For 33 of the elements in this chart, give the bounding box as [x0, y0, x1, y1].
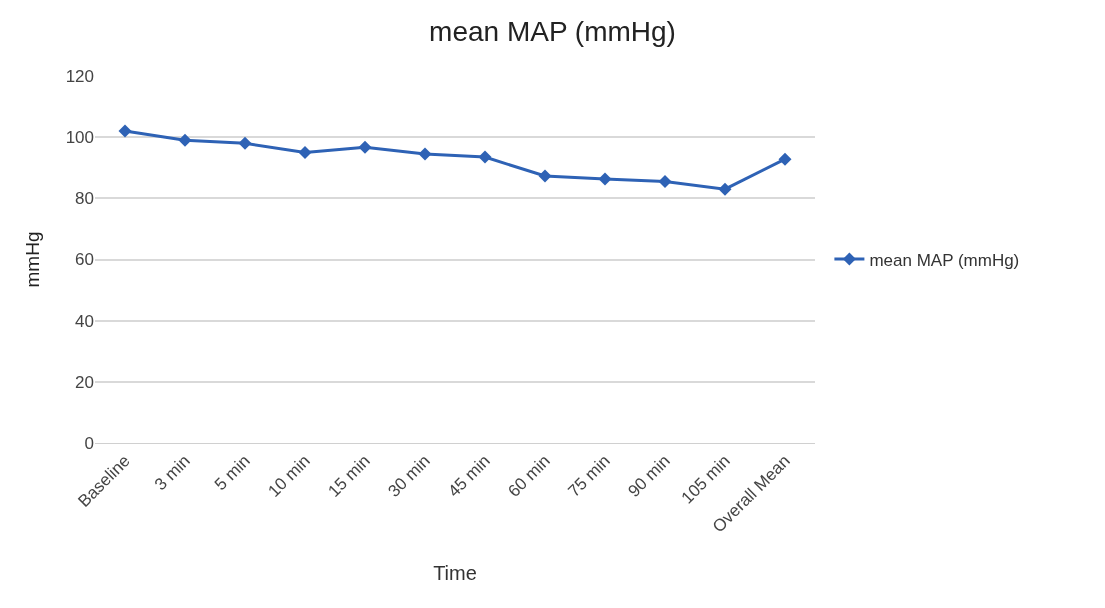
point	[238, 136, 252, 150]
y-axis-title: mmHg	[22, 231, 44, 288]
point	[178, 133, 192, 147]
y-tick-label: 120	[65, 66, 94, 86]
x-tick-label: 75 min	[564, 451, 614, 501]
point	[718, 182, 732, 196]
x-tick-label: 10 min	[264, 451, 314, 501]
legend-label: mean MAP (mmHg)	[869, 250, 1020, 270]
x-tick-label: 45 min	[444, 451, 494, 501]
x-tick-label: 3 min	[151, 451, 194, 495]
x-axis-title: Time	[433, 561, 477, 584]
x-tick-label: 30 min	[384, 451, 434, 501]
x-tick-label: 105 min	[677, 451, 734, 508]
point	[778, 152, 792, 166]
y-tick-label: 0	[84, 433, 94, 453]
point	[418, 147, 432, 161]
x-tick-label: 90 min	[624, 451, 674, 501]
x-tick-label: 60 min	[504, 451, 554, 501]
point	[538, 169, 552, 183]
y-tick-label: 60	[75, 250, 94, 270]
x-tick-label: 15 min	[324, 451, 374, 501]
point	[658, 175, 672, 189]
y-tick-label: 100	[65, 128, 94, 148]
y-tick-label: 20	[75, 372, 94, 392]
point	[358, 140, 372, 154]
point	[298, 145, 312, 159]
x-tick-label: 5 min	[211, 451, 254, 495]
chart-title: mean MAP (mmHg)	[429, 15, 676, 47]
point	[478, 150, 492, 164]
y-tick-label: 40	[75, 311, 94, 331]
point	[598, 172, 612, 186]
y-tick-label: 80	[75, 189, 94, 209]
point	[118, 124, 132, 138]
